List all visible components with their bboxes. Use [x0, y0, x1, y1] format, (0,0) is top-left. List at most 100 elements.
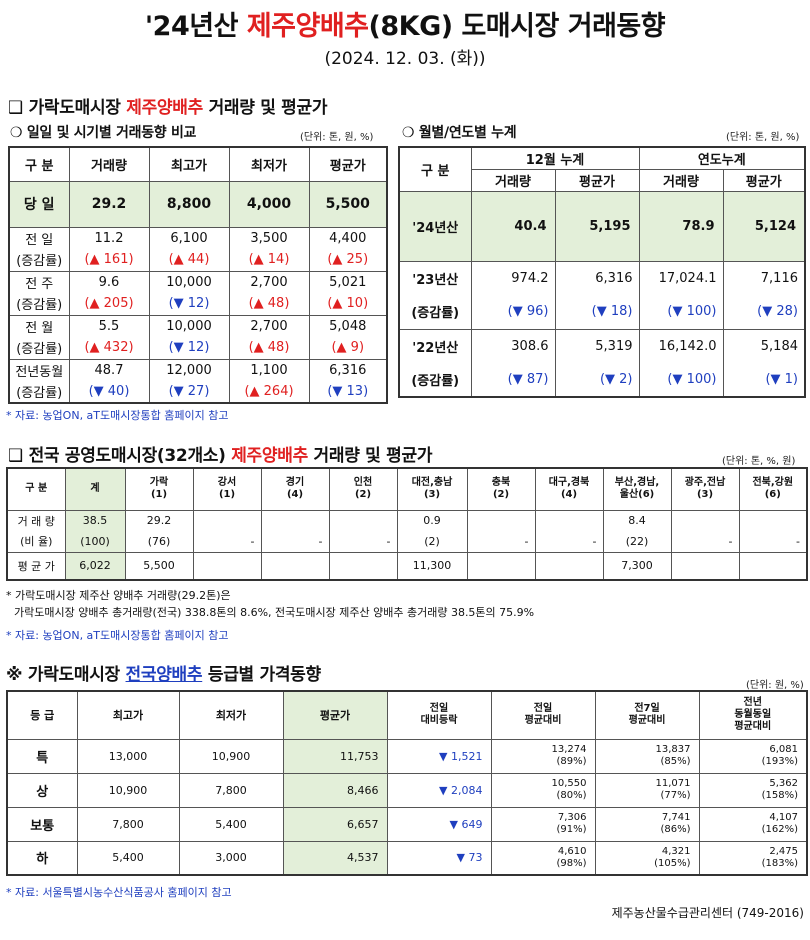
- national-header: 가락 (1): [124, 467, 194, 511]
- grade-header: 전일 평균대비: [490, 690, 596, 740]
- row-label: 전 일: [8, 226, 70, 249]
- grade-min: 10,900: [178, 738, 284, 774]
- national-header: 충북 (2): [466, 467, 536, 511]
- cell-value: 16,142.0: [638, 328, 724, 363]
- daily-unit: (단위: 톤, 원, %): [300, 132, 374, 143]
- section-1-title: ❑ 가락도매시장 제주양배추 거래량 및 평균가: [8, 98, 328, 118]
- grade-avg: 4,537: [282, 840, 388, 876]
- row-sub-label: (증감률): [8, 293, 70, 316]
- note-2b: 가락도매시장 양배추 총거래량(전국) 338.8톤의 8.6%, 전국도매시장…: [14, 606, 535, 619]
- cur-label: '24년산: [398, 190, 472, 262]
- cumul-table: 구 분 12월 누계 연도누계 거래량 평균가 거래량 평균가 '24년산 40…: [398, 146, 806, 398]
- cumul-header: 12월 누계: [470, 146, 640, 170]
- price-value: [670, 551, 740, 581]
- cell-value: 5,048: [308, 314, 388, 337]
- today-value: 29.2: [68, 180, 150, 228]
- change-value: (▲ 205): [68, 293, 150, 316]
- grade-change: ▼ 2,084: [386, 772, 492, 808]
- grade-min: 3,000: [178, 840, 284, 876]
- vol-value: [534, 509, 604, 531]
- vol-value: [738, 509, 808, 531]
- ratio-value: (22): [602, 531, 672, 553]
- cell-value: 12,000: [148, 358, 230, 381]
- change-value: (▼ 2): [554, 363, 640, 398]
- grade-max: 7,800: [76, 806, 180, 842]
- change-value: (▲ 44): [148, 249, 230, 272]
- grade-min: 7,800: [178, 772, 284, 808]
- note-2a: * 가락도매시장 제주산 양배추 거래량(29.2톤)은: [6, 589, 231, 602]
- daily-header: 구 분: [8, 146, 70, 182]
- national-header: 전북,강원 (6): [738, 467, 808, 511]
- page-title: '24년산 제주양배추(8KG) 도매시장 거래동향: [144, 11, 666, 42]
- price-value: 11,300: [396, 551, 468, 581]
- change-value: (▼ 12): [148, 337, 230, 360]
- national-header: 광주,전남 (3): [670, 467, 740, 511]
- price-value: 7,300: [602, 551, 672, 581]
- grade-avg: 6,657: [282, 806, 388, 842]
- grade-prev-week: 7,741 (86%): [594, 806, 700, 842]
- vol-value: [466, 509, 536, 531]
- cell-value: 5.5: [68, 314, 150, 337]
- section-2-title: ❑ 전국 공영도매시장(32개소) 제주양배추 거래량 및 평균가: [8, 446, 433, 466]
- grade-prev-day: 4,610 (98%): [490, 840, 596, 876]
- change-value: (▼ 12): [148, 293, 230, 316]
- grade-last-year: 6,081 (193%): [698, 738, 808, 774]
- row-label: 전 주: [8, 270, 70, 293]
- ratio-value: -: [466, 531, 536, 553]
- national-header: 대전,충남 (3): [396, 467, 468, 511]
- cell-value: 5,021: [308, 270, 388, 293]
- national-header: 대구,경북 (4): [534, 467, 604, 511]
- change-value: (▲ 10): [308, 293, 388, 316]
- grade-prev-day: 7,306 (91%): [490, 806, 596, 842]
- row-label: '23년산: [398, 260, 472, 295]
- row-sub-label: (증감률): [398, 363, 472, 398]
- footer-org: 제주농산물수급관리센터 (749-2016): [611, 906, 804, 920]
- grade-max: 13,000: [76, 738, 180, 774]
- ratio-value: -: [670, 531, 740, 553]
- today-label: 당 일: [8, 180, 70, 228]
- grade-last-year: 5,362 (158%): [698, 772, 808, 808]
- grade-change: ▼ 649: [386, 806, 492, 842]
- national-header: 강서 (1): [192, 467, 262, 511]
- change-value: (▼ 87): [470, 363, 556, 398]
- grade-avg: 11,753: [282, 738, 388, 774]
- national-table: 구 분 계 가락 (1) 강서 (1) 경기 (4) 인천 (2) 대전,충남 (3) 충…: [6, 467, 808, 581]
- price-value: [466, 551, 536, 581]
- national-header: 경기 (4): [260, 467, 330, 511]
- vol-value: 8.4: [602, 509, 672, 531]
- grade-prev-day: 10,550 (80%): [490, 772, 596, 808]
- daily-header: 평균가: [308, 146, 388, 182]
- row-sub-label: (증감률): [8, 249, 70, 272]
- cumul-header: 구 분: [398, 146, 472, 192]
- cur-value: 40.4: [470, 190, 556, 262]
- ratio-label: (비 율): [6, 531, 66, 553]
- change-value: (▲ 25): [308, 249, 388, 272]
- ratio-value: (76): [124, 531, 194, 553]
- vol-value: 0.9: [396, 509, 468, 531]
- section-3-title: ※ 가락도매시장 전국양배추 등급별 가격동향: [6, 665, 321, 685]
- cell-value: 11.2: [68, 226, 150, 249]
- change-value: (▲ 161): [68, 249, 150, 272]
- today-value: 8,800: [148, 180, 230, 228]
- cumul-subheader: 거래량: [638, 168, 724, 192]
- change-value: (▼ 100): [638, 295, 724, 330]
- cell-value: 3,500: [228, 226, 310, 249]
- grade-prev-week: 13,837 (85%): [594, 738, 700, 774]
- vol-value: [260, 509, 330, 531]
- grade-header: 최저가: [178, 690, 284, 740]
- price-label: 평 균 가: [6, 551, 66, 581]
- subsection-daily-title: ❍ 일일 및 시기별 거래동향 비교: [10, 125, 197, 141]
- cell-value: 10,000: [148, 270, 230, 293]
- national-header: 구 분: [6, 467, 66, 511]
- ratio-value: -: [192, 531, 262, 553]
- grade-table: 등 급 최고가 최저가 평균가 전일 대비등락 전일 평균대비 전7일 평균대비 전년…: [6, 690, 808, 876]
- grade-max: 10,900: [76, 772, 180, 808]
- grade-change: ▼ 73: [386, 840, 492, 876]
- national-unit: (단위: 톤, %, 원): [722, 456, 796, 467]
- ratio-value: -: [260, 531, 330, 553]
- ratio-value: -: [738, 531, 808, 553]
- source-note-1: * 자료: 농업ON, aT도매시장통합 홈페이지 참고: [6, 409, 229, 422]
- grade-prev-day: 13,274 (89%): [490, 738, 596, 774]
- grade-label: 보통: [6, 806, 78, 842]
- source-note-3: * 자료: 서울특별시농수산식품공사 홈페이지 참고: [6, 886, 232, 899]
